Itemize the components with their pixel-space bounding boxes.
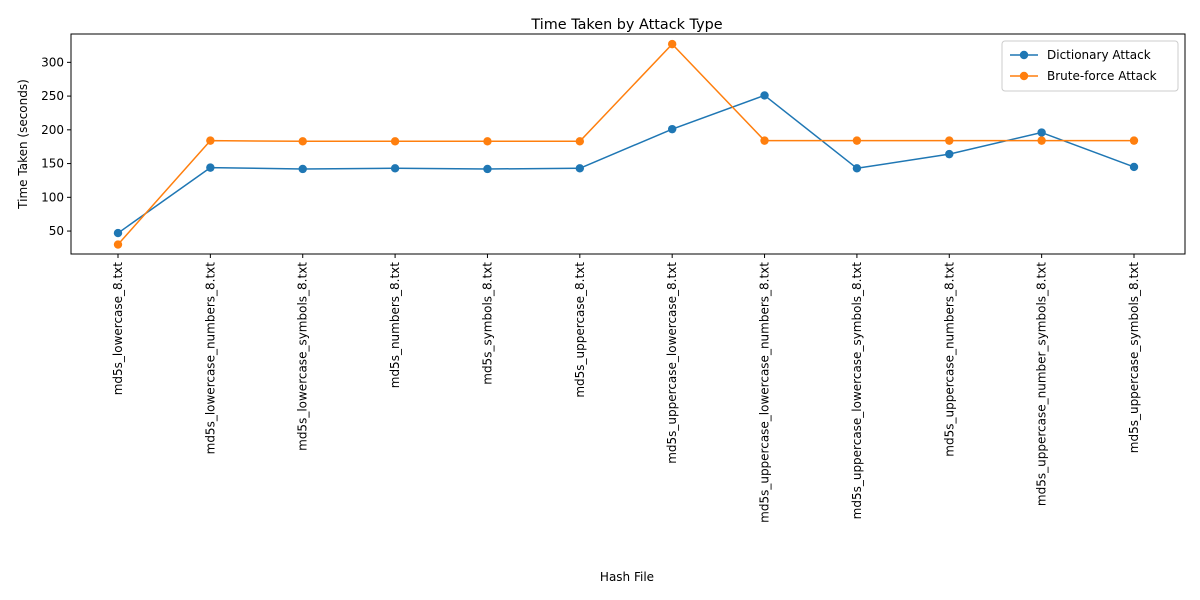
legend-box: [1001, 40, 1179, 92]
data-point: [298, 164, 307, 174]
y-tick-label: 150: [41, 157, 64, 171]
data-point: [1037, 128, 1046, 137]
legend-marker: [1019, 71, 1029, 81]
data-point: [852, 164, 862, 173]
legend-label: Brute-force Attack: [1047, 69, 1157, 83]
data-point: [113, 228, 123, 238]
data-point: [1129, 162, 1139, 172]
data-point: [945, 149, 954, 159]
data-point: [1129, 136, 1139, 145]
x-tick-label: md5s_uppercase_8.txt: [573, 262, 587, 398]
x-axis: md5s_lowercase_8.txt md5s_lowercase_numbe…: [111, 254, 1141, 523]
x-tick-label: md5s_uppercase_symbols_8.txt: [1127, 262, 1141, 454]
data-point: [298, 137, 307, 146]
data-point: [1037, 136, 1046, 145]
y-tick-label: 300: [41, 55, 64, 69]
series-line: [117, 94, 1135, 234]
x-tick-label: md5s_uppercase_lowercase_symbols_8.txt: [850, 262, 864, 520]
x-tick-label: md5s_uppercase_lowercase_numbers_8.txt: [758, 262, 772, 523]
y-tick-label: 200: [41, 123, 64, 137]
y-tick-label: 250: [41, 89, 64, 103]
data-point: [760, 136, 769, 145]
x-tick-label: md5s_symbols_8.txt: [480, 262, 494, 385]
data-point: [760, 91, 769, 100]
y-tick-label: 100: [41, 190, 64, 204]
chart-title: Time Taken by Attack Type: [530, 17, 722, 33]
y-tick-label: 50: [49, 224, 64, 238]
x-tick-label: md5s_numbers_8.txt: [388, 262, 402, 389]
data-point: [483, 164, 492, 174]
series-0: [113, 91, 1139, 238]
series-line: [117, 43, 1134, 246]
x-tick-label: md5s_uppercase_numbers_8.txt: [942, 262, 956, 457]
legend-label: Dictionary Attack: [1047, 48, 1151, 62]
data-point: [390, 137, 400, 146]
data-point: [852, 136, 862, 145]
data-point: [667, 39, 677, 49]
series-1: [113, 39, 1139, 249]
data-point: [113, 240, 123, 249]
x-tick-label: md5s_uppercase_number_symbols_8.txt: [1035, 262, 1049, 506]
data-point: [667, 124, 677, 134]
data-point: [575, 164, 585, 173]
data-point: [206, 163, 215, 172]
legend-marker: [1019, 50, 1029, 60]
x-tick-label: md5s_lowercase_numbers_8.txt: [203, 262, 217, 455]
x-tick-label: md5s_uppercase_lowercase_8.txt: [665, 262, 679, 464]
legend: Dictionary Attack Brute-force Attack: [1001, 40, 1179, 92]
axes-frame: [70, 33, 1186, 255]
y-axis-label: Time Taken (seconds): [16, 79, 30, 210]
x-tick-label: md5s_lowercase_symbols_8.txt: [296, 262, 310, 451]
y-axis: 50 100 150 200 250 300: [41, 55, 71, 238]
data-point: [945, 136, 954, 145]
data-point: [390, 164, 400, 173]
x-tick-label: md5s_lowercase_8.txt: [111, 262, 125, 396]
data-point: [206, 136, 215, 145]
data-point: [483, 137, 492, 146]
x-axis-label: Hash File: [600, 570, 654, 584]
data-point: [575, 137, 585, 146]
plot-area: [113, 39, 1139, 249]
